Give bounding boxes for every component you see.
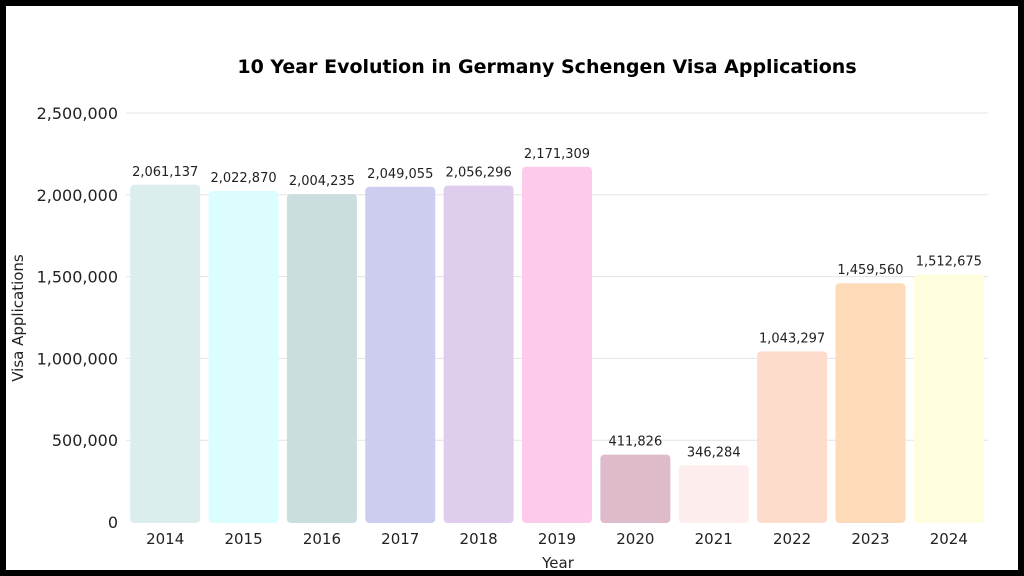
y-tick-label: 1,000,000 <box>37 349 118 368</box>
data-label: 346,284 <box>687 445 741 460</box>
y-tick-label: 0 <box>108 513 118 532</box>
bar-2015 <box>208 191 279 523</box>
x-tick-label: 2014 <box>146 530 184 548</box>
data-label: 2,171,309 <box>524 147 590 162</box>
bar-2020 <box>600 454 671 523</box>
x-tick-label: 2018 <box>460 530 498 548</box>
x-axis-label: Year <box>541 554 575 572</box>
data-label: 1,512,675 <box>916 255 982 270</box>
bar-2016 <box>286 194 357 523</box>
bar-2024 <box>913 274 984 523</box>
bar-2018 <box>443 185 514 524</box>
x-tick-label: 2020 <box>616 530 654 548</box>
x-tick-label: 2022 <box>773 530 811 548</box>
data-label: 2,056,296 <box>446 166 512 181</box>
bar-2022 <box>757 351 828 523</box>
y-tick-label: 1,500,000 <box>37 268 118 287</box>
x-tick-label: 2023 <box>851 530 889 548</box>
x-tick-label: 2024 <box>930 530 968 548</box>
x-tick-label: 2021 <box>695 530 733 548</box>
data-label: 2,061,137 <box>132 165 198 180</box>
x-tick-label: 2016 <box>303 530 341 548</box>
chart-title: 10 Year Evolution in Germany Schengen Vi… <box>237 56 856 78</box>
data-label: 2,049,055 <box>367 167 433 182</box>
data-label: 2,022,870 <box>210 171 276 186</box>
data-label: 1,459,560 <box>837 263 903 278</box>
bar-2021 <box>678 465 749 523</box>
bar-2017 <box>365 186 436 523</box>
x-tick-label: 2017 <box>381 530 419 548</box>
bar-2023 <box>835 283 906 523</box>
bar-2019 <box>522 166 592 523</box>
x-tick-label: 2015 <box>224 530 262 548</box>
y-tick-label: 2,000,000 <box>37 186 118 205</box>
bar-2014 <box>130 184 201 524</box>
data-label: 2,004,235 <box>289 174 355 189</box>
y-tick-label: 2,500,000 <box>37 104 118 123</box>
y-tick-label: 500,000 <box>52 431 118 450</box>
y-axis-label: Visa Applications <box>9 254 27 382</box>
data-label: 1,043,297 <box>759 331 825 346</box>
x-tick-label: 2019 <box>538 530 576 548</box>
data-label: 411,826 <box>608 435 662 450</box>
